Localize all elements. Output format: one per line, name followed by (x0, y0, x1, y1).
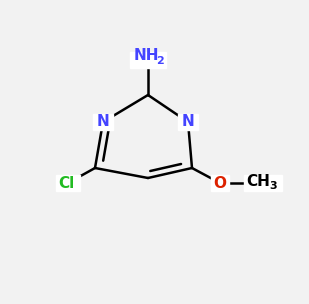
Text: CH: CH (246, 174, 270, 188)
Text: 2: 2 (156, 56, 164, 66)
Text: Cl: Cl (58, 175, 74, 191)
Text: N: N (97, 115, 109, 130)
Text: O: O (214, 175, 226, 191)
Text: 3: 3 (269, 181, 277, 191)
Text: N: N (182, 115, 194, 130)
Text: NH: NH (133, 49, 159, 64)
Bar (56, 175, 80, 191)
Bar (244, 175, 282, 191)
Bar (130, 52, 166, 68)
Bar (211, 175, 229, 191)
Bar (93, 114, 113, 130)
Bar (178, 114, 198, 130)
